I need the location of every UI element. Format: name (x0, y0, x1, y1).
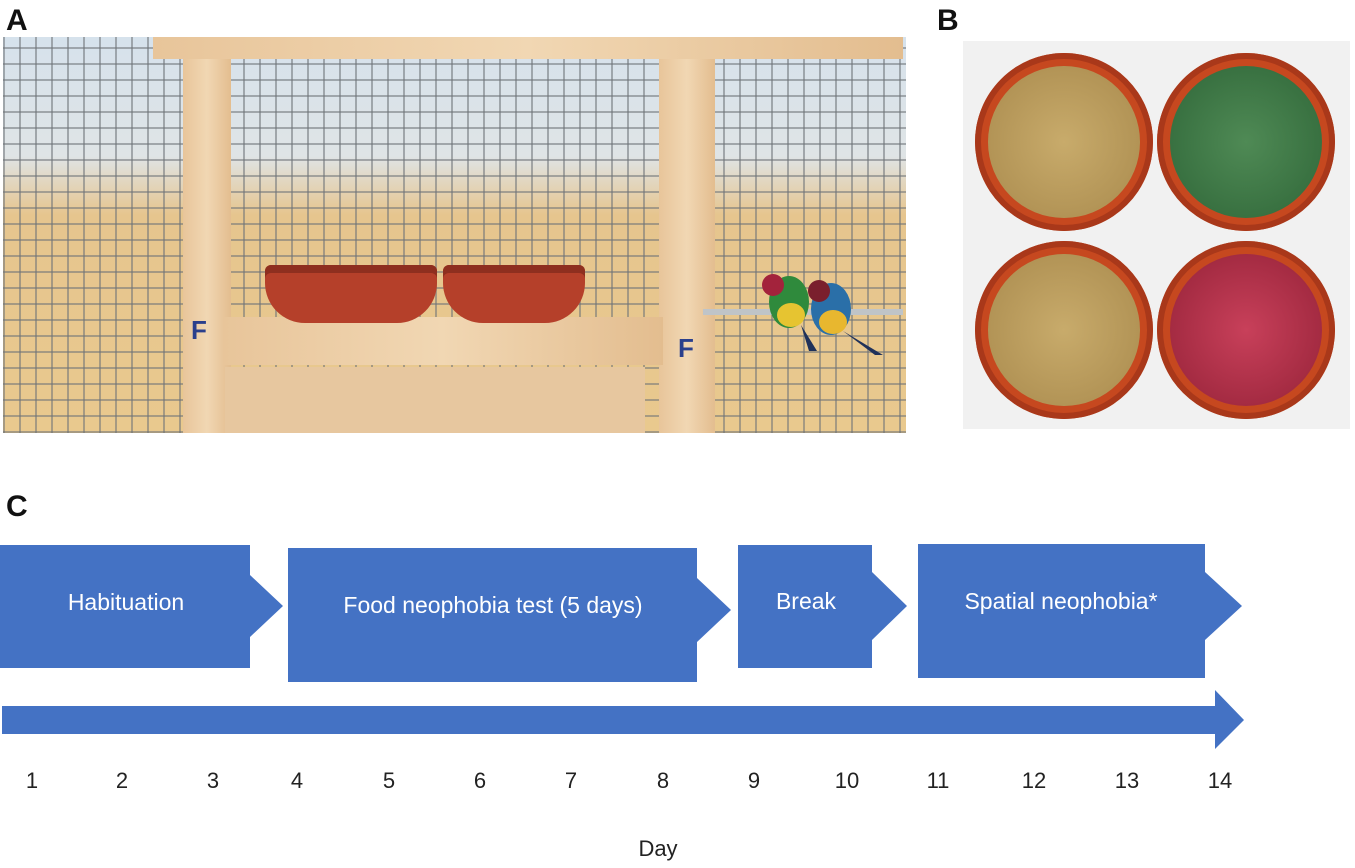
day-label-7: 7 (565, 768, 577, 793)
phase-arrow-spatial-neophobia (918, 544, 1242, 678)
seed-plain-top-left (988, 66, 1140, 218)
phase-habituation: Habituation (0, 545, 283, 668)
wood-post-right (659, 57, 715, 433)
day-label-14: 14 (1208, 768, 1232, 793)
wood-shelf (223, 317, 663, 365)
phase-arrow-break (738, 545, 907, 668)
phase-food-neophobia: Food neophobia test (5 days) (288, 548, 731, 682)
finch-birds (762, 274, 883, 355)
bowl-top-right (1157, 53, 1335, 231)
finch-breast-2 (819, 310, 847, 334)
finch-head-1 (762, 274, 784, 296)
day-label-11: 11 (927, 768, 950, 793)
panel-label-c: C (6, 490, 28, 523)
wood-door-frame (225, 367, 645, 433)
day-label-3: 3 (207, 768, 219, 793)
day-labels: 1 2 3 4 5 6 7 8 9 10 11 12 13 14 (26, 768, 1232, 793)
day-label-2: 2 (116, 768, 128, 793)
day-label-13: 13 (1115, 768, 1139, 793)
seed-green (1170, 66, 1322, 218)
wood-beam-top (153, 37, 903, 59)
day-label-5: 5 (383, 768, 395, 793)
seed-bowls-photo (963, 41, 1350, 429)
phase-spatial-neophobia: Spatial neophobia* (918, 544, 1242, 678)
phase-label-food-neophobia: Food neophobia test (5 days) (343, 592, 642, 618)
finch-breast-1 (777, 303, 805, 327)
day-label-12: 12 (1022, 768, 1046, 793)
day-label-8: 8 (657, 768, 669, 793)
seed-plain-bottom-left (988, 254, 1140, 406)
finch-tail-1 (801, 325, 817, 351)
bowl-bottom-left (975, 241, 1153, 419)
phase-arrow-food-neophobia (288, 548, 731, 682)
bowl-bottom-right (1157, 241, 1335, 419)
day-label-1: 1 (26, 768, 38, 793)
day-label-6: 6 (474, 768, 486, 793)
phase-arrow-habituation (0, 545, 283, 668)
day-label-10: 10 (835, 768, 859, 793)
cage-marking-right: F (678, 333, 694, 363)
axis-label-day: Day (638, 836, 677, 861)
bowl-top-left (975, 53, 1153, 231)
phase-label-habituation: Habituation (68, 589, 184, 615)
food-bowl-right (443, 265, 585, 323)
day-axis-arrow (2, 690, 1244, 749)
cage-marking-left: F (191, 315, 207, 345)
finch-head-2 (808, 280, 830, 302)
phase-break: Break (738, 545, 907, 668)
seed-red (1170, 254, 1322, 406)
panel-label-a: A (6, 4, 28, 37)
phase-label-spatial-neophobia: Spatial neophobia* (964, 588, 1157, 614)
wood-post-left (183, 37, 231, 433)
day-label-4: 4 (291, 768, 303, 793)
phase-label-break: Break (776, 588, 837, 614)
aviary-photo: F F (3, 37, 906, 433)
panel-label-b: B (937, 4, 959, 37)
food-bowl-left (265, 265, 437, 323)
finch-tail-2 (843, 331, 883, 355)
experiment-timeline: Habituation Food neophobia test (5 days)… (0, 544, 1244, 861)
day-label-9: 9 (748, 768, 760, 793)
